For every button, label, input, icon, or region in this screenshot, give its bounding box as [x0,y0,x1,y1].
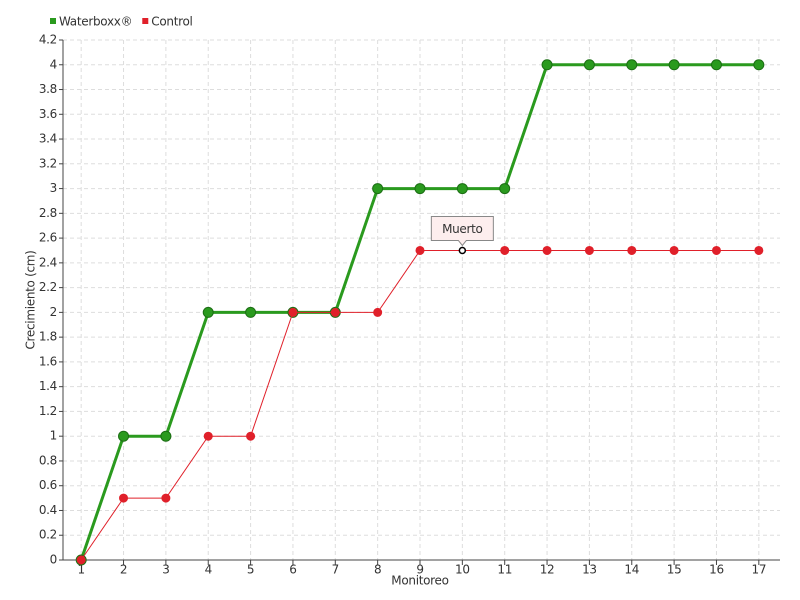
x-tick-label: 4 [205,563,212,577]
y-tick-label: 2.8 [39,206,57,220]
data-point [456,183,468,195]
x-tick-label: 9 [416,563,423,577]
y-tick-label: 1.4 [39,379,57,393]
legend-swatch [50,18,56,24]
y-tick-label: 2.2 [39,280,57,294]
x-tick-label: 8 [374,563,381,577]
legend-label[interactable]: Control [151,15,193,29]
data-point [583,59,595,71]
y-tick-label: 4.2 [39,33,57,47]
y-tick-label: 1.2 [39,404,57,418]
y-tick-label: 2.4 [39,255,57,269]
x-tick-label: 17 [751,563,766,577]
data-point [246,431,256,441]
y-tick-label: 1.6 [39,354,57,368]
data-point [119,493,129,503]
data-point [372,183,384,195]
x-tick-label: 12 [540,563,555,577]
data-point [288,307,298,317]
y-tick-label: 4 [50,57,57,71]
x-tick-label: 16 [709,563,724,577]
y-tick-label: 1.8 [39,330,57,344]
x-tick-label: 10 [455,563,470,577]
y-tick-label: 3.6 [39,107,57,121]
y-axis-label: Crecimiento (cm) [24,250,38,349]
data-point [541,59,553,71]
y-tick-label: 2.6 [39,231,57,245]
data-point [627,245,637,255]
y-tick-label: 1 [50,429,57,443]
data-point [711,245,721,255]
data-point [710,59,722,71]
annotation-box [430,215,494,247]
data-point [160,430,172,442]
data-point [584,245,594,255]
x-tick-label: 11 [497,563,512,577]
x-tick-label: 13 [582,563,597,577]
data-point [542,245,552,255]
data-point [414,183,426,195]
x-tick-label: 15 [667,563,682,577]
x-tick-label: 6 [289,563,296,577]
y-tick-label: 3.4 [39,132,57,146]
y-tick-label: 2 [50,305,57,319]
data-point [668,59,680,71]
data-point [118,430,130,442]
x-tick-label: 2 [120,563,127,577]
y-tick-label: 0.4 [39,503,57,517]
y-tick-label: 0.6 [39,478,57,492]
data-point [203,431,213,441]
x-tick-label: 7 [332,563,339,577]
data-point [626,59,638,71]
data-point [458,246,467,255]
data-point [499,183,511,195]
data-point [161,493,171,503]
data-point [330,307,340,317]
data-point [202,306,214,318]
data-point [754,245,764,255]
y-tick-label: 0.2 [39,528,57,542]
x-tick-label: 5 [247,563,254,577]
x-tick-label: 14 [624,563,639,577]
data-point [373,307,383,317]
legend-swatch [142,18,149,24]
annotation-text: Muerto [442,222,483,236]
x-tick-label: 3 [162,563,169,577]
data-point [415,245,425,255]
data-point [500,245,510,255]
x-tick-label: 1 [78,563,85,577]
data-point [669,245,679,255]
x-axis-label: Monitoreo [391,574,448,588]
data-point [753,59,765,71]
y-tick-label: 0.8 [39,453,57,467]
y-tick-label: 3 [50,181,57,195]
y-tick-label: 3.8 [39,82,57,96]
y-tick-label: 3.2 [39,156,57,170]
y-tick-label: 0 [50,553,57,567]
data-point [76,555,86,565]
data-point [245,306,257,318]
legend-label[interactable]: Waterboxx® [59,15,133,29]
